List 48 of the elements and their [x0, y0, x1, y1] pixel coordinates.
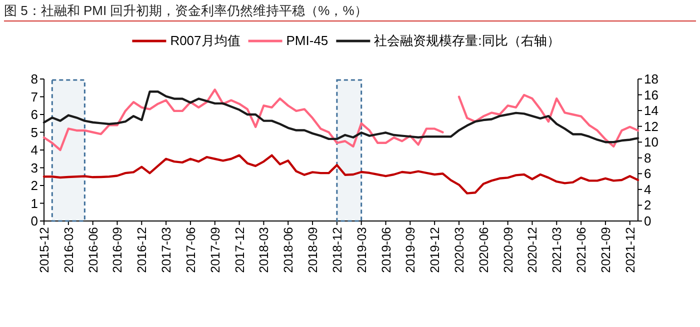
y2-tick-label: 6: [644, 166, 652, 182]
y2-tick-label: 8: [644, 150, 652, 166]
x-tick-label: 2017-03: [160, 226, 174, 273]
x-tick-label: 2019-12: [428, 226, 442, 273]
legend-label: R007月均值: [170, 33, 240, 48]
y2-tick-label: 10: [644, 134, 658, 150]
x-tick-label: 2018-06: [282, 226, 296, 273]
x-tick-label: 2018-12: [330, 226, 344, 273]
y2-tick-label: 2: [644, 198, 652, 213]
x-tick-label: 2020-09: [501, 226, 516, 273]
x-tick-label: 2019-09: [404, 226, 418, 273]
x-tick-label: 2016-06: [86, 226, 100, 273]
x-tick-label: 2020-12: [526, 226, 540, 273]
x-tick-label: 2021-06: [574, 226, 589, 273]
x-tick-label: 2017-12: [232, 226, 247, 273]
x-tick-label: 2019-06: [379, 226, 394, 273]
y2-tick-label: 14: [644, 103, 658, 118]
x-tick-label: 2016-12: [135, 226, 150, 273]
x-tick-label: 2021-03: [550, 226, 564, 273]
x-tick-label: 2016-09: [110, 226, 125, 273]
y2-tick-label: 18: [644, 72, 658, 86]
x-tick-label: 2018-03: [257, 226, 272, 273]
x-tick-label: 2017-09: [208, 226, 222, 273]
x-tick-label: 2015-12: [38, 226, 52, 273]
x-tick-label: 2016-03: [62, 226, 76, 273]
y-tick-label: 0: [30, 214, 38, 228]
y-tick-label: 3: [30, 160, 38, 176]
chart-title: 图 5：社融和 PMI 回升初期，资金利率仍然维持平稳（%，%）: [4, 3, 368, 18]
y-tick-label: 6: [30, 107, 38, 122]
x-tick-label: 2017-06: [184, 226, 198, 273]
y2-tick-label: 4: [644, 182, 652, 197]
x-tick-label: 2019-03: [354, 226, 369, 273]
y-tick-label: 4: [30, 142, 38, 158]
y-tick-label: 2: [30, 178, 38, 193]
legend-label: PMI-45: [286, 33, 328, 48]
y-tick-label: 1: [30, 196, 38, 211]
y-tick-label: 7: [30, 89, 38, 104]
x-tick-label: 2020-06: [476, 226, 491, 273]
y2-tick-label: 16: [644, 87, 658, 102]
x-tick-label: 2018-09: [306, 226, 320, 273]
y2-tick-label: 12: [644, 118, 658, 134]
legend-label: 社会融资规模存量:同比（右轴）: [374, 33, 560, 48]
y-tick-label: 5: [30, 124, 38, 140]
y-tick-label: 8: [30, 72, 38, 86]
x-tick-label: 2021-12: [623, 226, 638, 273]
x-tick-label: 2020-03: [452, 226, 466, 273]
x-tick-label: 2021-09: [598, 226, 613, 273]
y2-tick-label: 0: [644, 214, 652, 228]
